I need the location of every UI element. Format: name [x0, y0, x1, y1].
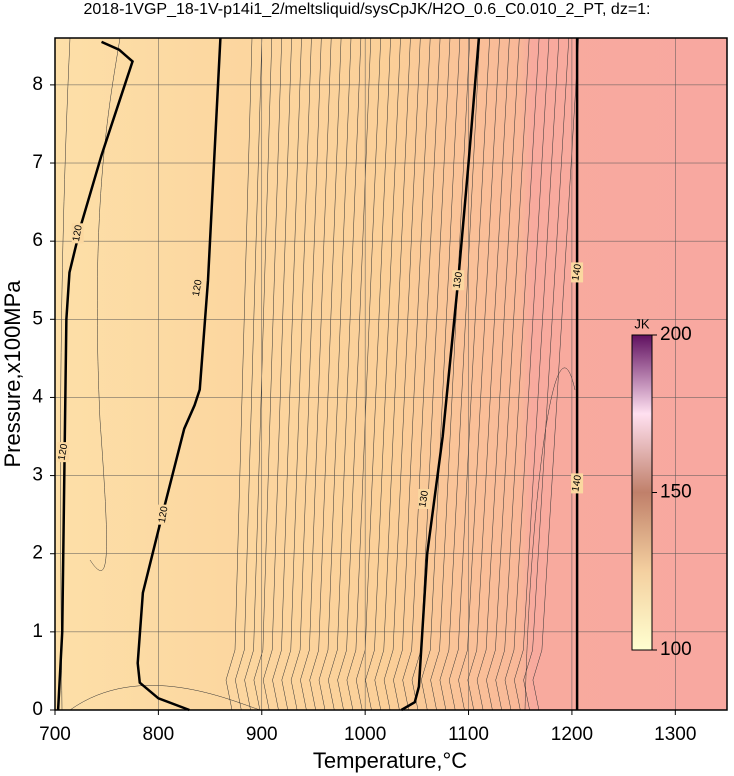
thin-contour	[281, 37, 312, 711]
y-tick-label: 1	[32, 621, 43, 642]
x-tick-label: 700	[39, 724, 71, 745]
thin-contour	[328, 37, 362, 711]
contour-label-bg	[571, 473, 584, 494]
contour-line	[400, 37, 481, 712]
chart-title: 2018-1VGP_18-1V-p14i1_2/meltsliquid/sysC…	[83, 1, 650, 18]
thin-contour	[355, 37, 391, 711]
colorbar-tick-label: 150	[660, 482, 692, 503]
thin-contour	[421, 37, 461, 711]
contour-label-bg	[571, 262, 584, 283]
thin-contour	[402, 37, 441, 711]
contour-label-bg	[191, 278, 204, 299]
thin-contour	[337, 37, 372, 711]
x-tick-label: 1000	[344, 724, 386, 745]
y-tick-label: 3	[32, 465, 43, 486]
thin-contour	[523, 37, 570, 711]
y-tick-label: 5	[32, 308, 43, 329]
y-tick-label: 4	[32, 386, 43, 407]
contour-label: 140	[570, 474, 584, 493]
contour-label: 120	[71, 224, 85, 243]
thin-contour	[495, 37, 540, 711]
thin-contour	[365, 37, 401, 711]
contour-label-bg	[57, 442, 70, 463]
y-tick-label: 8	[32, 74, 43, 95]
thin-contour	[374, 37, 411, 711]
contour-label: 130	[451, 271, 465, 290]
thin-contour	[89, 37, 121, 571]
thin-contour	[262, 37, 292, 711]
x-tick-label: 900	[246, 724, 278, 745]
thin-contour	[300, 37, 332, 711]
colorbar	[631, 334, 653, 651]
colorbar-tick-label: 200	[660, 324, 692, 345]
colorbar-tick-label: 100	[660, 639, 692, 660]
thin-contour	[235, 37, 263, 711]
thin-contour	[346, 37, 381, 711]
contour-label: 120	[191, 278, 205, 297]
thin-contour	[514, 37, 560, 711]
contour-label-bg	[418, 489, 431, 510]
thin-contour	[504, 37, 550, 711]
plot-background	[55, 38, 727, 710]
x-axis-label: Temperature,°C	[313, 748, 467, 773]
plot-frame	[54, 37, 728, 711]
thin-contour	[309, 37, 342, 711]
thin-contour	[458, 37, 500, 711]
thin-contour	[253, 37, 282, 711]
contour-label: 130	[417, 489, 431, 508]
y-tick-label: 2	[32, 543, 43, 564]
thin-contour	[467, 37, 510, 711]
contour-label-bg	[71, 223, 84, 244]
thin-contour	[225, 37, 253, 711]
y-tick-label: 7	[32, 152, 43, 173]
thin-contour	[383, 37, 421, 711]
contour-label: 140	[570, 263, 584, 282]
thin-contour	[532, 37, 579, 711]
contour-label-bg	[452, 270, 465, 291]
contour-label-bg	[157, 504, 170, 525]
colorbar-title: JK	[634, 316, 650, 331]
thin-contours	[60, 37, 579, 711]
x-tick-label: 1200	[551, 724, 593, 745]
y-axis-label: Pressure,x100MPa	[0, 280, 25, 468]
thin-contour	[486, 37, 530, 711]
thin-contour	[439, 37, 480, 711]
thin-contour	[411, 37, 451, 711]
thin-contour	[244, 37, 273, 711]
thin-contour	[430, 37, 471, 711]
x-tick-label: 1300	[654, 724, 696, 745]
contour-line	[136, 37, 222, 712]
x-tick-label: 1100	[448, 724, 489, 745]
thin-contour	[318, 37, 352, 711]
thin-contour	[69, 685, 261, 711]
contour-label: 120	[57, 443, 71, 462]
y-tick-label: 0	[32, 699, 43, 720]
x-tick-label: 800	[143, 724, 175, 745]
thin-contour	[524, 367, 576, 711]
thin-contour	[476, 37, 520, 711]
thin-contour	[272, 37, 302, 711]
thin-contour	[290, 37, 322, 711]
thin-contour	[393, 37, 431, 711]
thin-contour	[448, 37, 490, 711]
y-tick-label: 6	[32, 230, 43, 251]
contour-label: 120	[157, 505, 171, 524]
